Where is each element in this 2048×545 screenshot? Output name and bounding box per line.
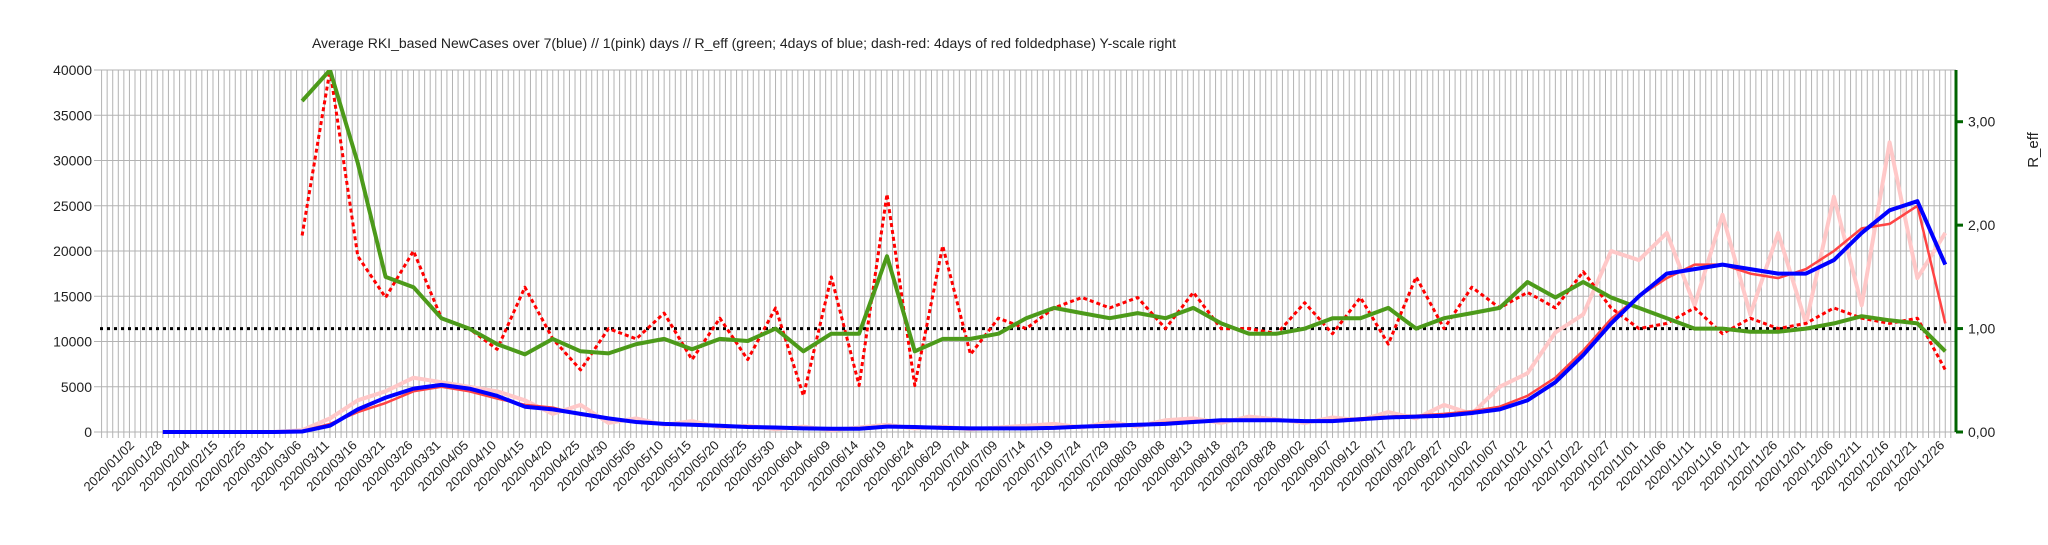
y-right-tick-label: 3,00 [1968,114,1995,130]
y-right-tick-label: 2,00 [1968,217,1995,233]
y-tick-label: 5000 [61,379,92,395]
y-axis-right-label: R_eff [2025,131,2042,167]
y-tick-label: 30000 [53,153,92,169]
x-axis: 2020/01/022020/01/282020/02/042020/02/15… [80,438,1947,495]
y-tick-label: 25000 [53,198,92,214]
y-right-tick-label: 0,00 [1968,424,1995,440]
series-line-3 [302,70,1945,396]
y-tick-label: 35000 [53,107,92,123]
y-tick-label: 15000 [53,288,92,304]
y-axis-left: 0 5000 10000 15000 20000 25000 30000 35000 40000 [53,62,92,440]
y-tick-label: 20000 [53,243,92,259]
chart-title: Average RKI_based NewCases over 7(blue) … [312,35,1176,51]
y-right-tick-label: 1,00 [1968,321,1995,337]
y-tick-label: 0 [84,424,92,440]
y-tick-label: 40000 [53,62,92,78]
series-line-4 [302,70,1945,354]
y-tick-label: 10000 [53,334,92,350]
y-axis-right: 0,00 1,00 2,00 3,00 [1956,70,1995,440]
